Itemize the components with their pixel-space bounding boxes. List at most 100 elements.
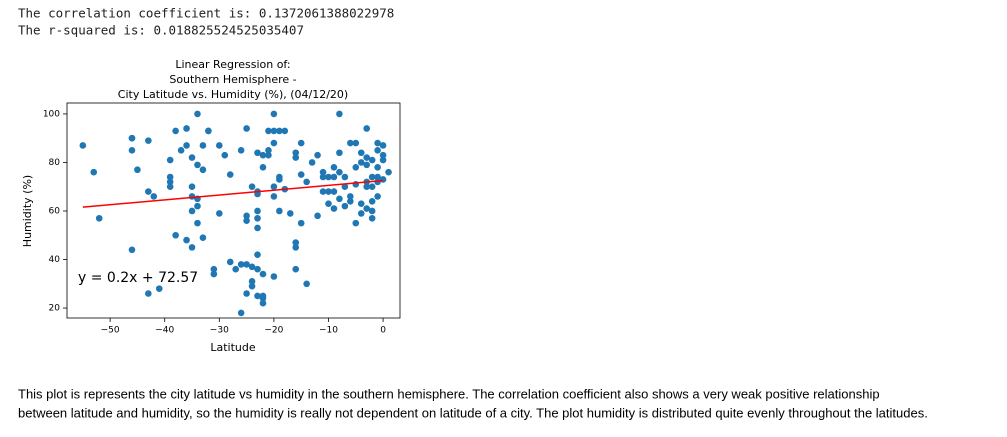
point [243,217,250,224]
point [254,207,261,215]
point [297,139,305,147]
point [172,231,179,239]
point [368,156,376,164]
point [79,142,87,149]
point [265,151,272,159]
point [188,244,196,251]
y-tick-label: 60 [49,206,61,216]
point [319,168,327,176]
point [183,236,190,244]
plot-frame [66,102,401,319]
point [385,168,392,176]
point [374,164,381,171]
point [363,183,371,191]
point [221,151,229,159]
point [183,142,190,149]
point [232,265,239,273]
point [259,299,267,307]
point [374,147,381,154]
point [270,273,278,280]
point [254,265,261,273]
point [292,154,300,161]
point [210,265,218,273]
point [330,205,338,212]
point [254,214,261,222]
point [352,139,360,147]
point [297,171,305,178]
point [128,134,136,142]
y-axis-label: Humidity (%) [21,175,34,247]
x-tick-label: −30 [210,326,229,336]
point [336,195,343,203]
point [188,207,196,215]
point [314,151,321,159]
point [259,164,267,171]
point [270,193,278,200]
point [292,244,300,251]
point [128,246,136,254]
point [363,161,371,169]
point [357,210,365,217]
point [145,188,152,195]
point [308,159,316,166]
point [270,127,278,135]
point [210,270,218,278]
output-line: The r-squared is: 0.018825524525035407 [18,23,304,38]
point [368,197,376,205]
point [259,270,267,278]
point [248,263,256,271]
point [259,292,267,300]
point [150,193,158,200]
point [128,147,136,154]
point [276,127,283,135]
point [243,212,250,220]
point [352,164,360,171]
point [368,207,376,215]
point [374,139,381,147]
point [281,127,289,135]
point [292,149,300,157]
point [254,292,261,300]
point [379,176,387,183]
point [199,166,207,174]
point [166,178,174,186]
point [336,110,343,118]
x-tick-label: −20 [264,326,283,336]
point [374,193,381,200]
point [166,183,174,191]
point [325,188,332,195]
point [363,205,371,212]
point [194,161,201,169]
point [237,147,245,154]
point [172,127,179,135]
point [248,278,256,285]
point [265,147,272,154]
point [368,183,376,191]
point [270,183,278,191]
point [357,200,365,208]
point [352,219,360,227]
point [325,173,332,181]
x-axis-label: Latitude [210,341,256,354]
point [368,214,376,222]
y-tick-label: 20 [49,304,61,314]
point [243,125,250,132]
chart-title: Linear Regression of: [175,58,290,71]
point [330,164,338,171]
point [243,290,250,297]
point [363,125,371,132]
point [254,251,261,258]
regression-line [82,179,384,208]
point [363,154,371,161]
annotation: y = 0.2x + 72.57 [78,270,198,286]
point [303,178,310,186]
point [325,200,332,208]
x-tick-label: −50 [101,326,120,336]
x-tick-label: 0 [380,326,386,336]
point [226,171,234,178]
point [379,156,387,164]
y-tick-label: 80 [49,158,61,168]
point [134,166,141,174]
point [145,290,152,297]
